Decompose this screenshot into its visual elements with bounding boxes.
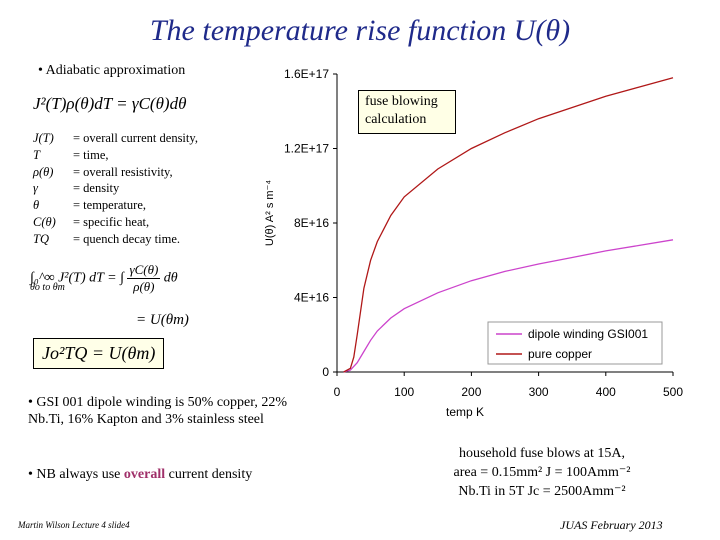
x-tick-label: 300 (529, 385, 549, 399)
legend-label: pure copper (528, 347, 592, 361)
bullet-adiabatic-text: Adiabatic approximation (45, 63, 186, 78)
integral-limits: θo to θm (30, 282, 65, 293)
definition-row: TQ = quench decay time. (33, 231, 198, 248)
bullet-nb-post: current density (165, 467, 253, 482)
definition-symbol: γ (33, 181, 38, 196)
definition-symbol: T (33, 147, 40, 162)
definition-text: = time, (73, 147, 109, 162)
bullet-nb-pre: NB always use (36, 467, 124, 482)
series-line-pure-copper (343, 77, 674, 373)
series-line-dipole-winding-gsi001 (343, 239, 674, 373)
integral-result: = U(θm) (136, 312, 189, 328)
y-tick-label: 1.2E+17 (284, 142, 329, 156)
definition-text: = quench decay time. (73, 231, 181, 246)
legend-label: dipole winding GSI001 (528, 327, 648, 341)
note-line-1: household fuse blows at 15A, (458, 446, 626, 461)
equation-integral: ∫₀^∞ J²(T) dT = ∫ γC(θ) ρ(θ) dθ (30, 262, 178, 295)
legend-box (487, 321, 663, 365)
definition-text: = density (73, 181, 120, 196)
y-tick-label: 1.6E+17 (284, 67, 329, 81)
definition-symbol: C(θ) (33, 214, 56, 229)
definition-symbol: θ (33, 198, 40, 213)
x-axis-label: temp K (446, 405, 484, 419)
x-tick-label: 400 (596, 385, 616, 399)
equation-main: J²(T)ρ(θ)dT = γC(θ)dθ (33, 94, 187, 113)
definition-symbol: ρ(θ) (33, 164, 54, 179)
definition-text: = specific heat, (73, 214, 150, 229)
integral-lhs: ∫₀^∞ J²(T) dT (30, 270, 104, 286)
integral-numerator: γC(θ) (127, 262, 161, 279)
bullet-nb: • NB always use overall current density (28, 467, 253, 482)
footer-date: JUAS February 2013 (560, 518, 663, 532)
fuse-notes: household fuse blows at 15A, area = 0.15… (392, 444, 692, 501)
definition-symbol: J(T) (33, 131, 54, 145)
bullet-gsi: • GSI 001 dipole winding is 50% copper, … (28, 395, 288, 427)
definition-row: C(θ) = specific heat, (33, 214, 198, 231)
definition-row: T = time, (33, 147, 198, 164)
footer-author: Martin Wilson Lecture 4 slide4 (18, 520, 130, 530)
x-tick-label: 200 (461, 385, 481, 399)
definition-row: θ = temperature, (33, 197, 198, 214)
fuse-blowing-callout: fuse blowing calculation (358, 90, 456, 134)
definition-row: γ = density (33, 180, 198, 197)
x-tick-label: 500 (663, 385, 683, 399)
definition-text: = overall current density, (73, 131, 198, 145)
note-line-2: area = 0.15mm² J = 100Amm⁻² (453, 465, 631, 480)
definition-text: = overall resistivity, (73, 164, 173, 179)
note-line-3: Nb.Ti in 5T Jc = 2500Amm⁻² (458, 484, 626, 499)
definition-text: = temperature, (73, 198, 146, 213)
definition-row: J(T) = overall current density, (33, 130, 198, 147)
y-tick-label: 8E+16 (294, 216, 329, 230)
boxed-equation: Jo²TQ = U(θm) (33, 338, 165, 369)
bullet-adiabatic: • Adiabatic approximation (38, 63, 186, 78)
definition-symbol: TQ (33, 231, 49, 246)
y-tick-label: 4E+16 (294, 291, 329, 305)
integral-denominator: ρ(θ) (133, 279, 155, 294)
y-axis-label: U(θ) A² s m⁻⁴ (264, 180, 276, 246)
slide-title: The temperature rise function U(θ) (149, 14, 571, 47)
x-tick-label: 100 (394, 385, 414, 399)
y-tick-label: 0 (322, 365, 329, 379)
definitions-list: J(T) = overall current density, T = time, … (33, 130, 198, 248)
integral-fraction: γC(θ) ρ(θ) (127, 262, 161, 295)
definition-row: ρ(θ) = overall resistivity, (33, 164, 198, 181)
bullet-nb-emphasis: overall (123, 467, 166, 482)
x-tick-label: 0 (334, 385, 341, 399)
bullet-gsi-text: GSI 001 dipole winding is 50% copper, 22… (28, 395, 288, 427)
